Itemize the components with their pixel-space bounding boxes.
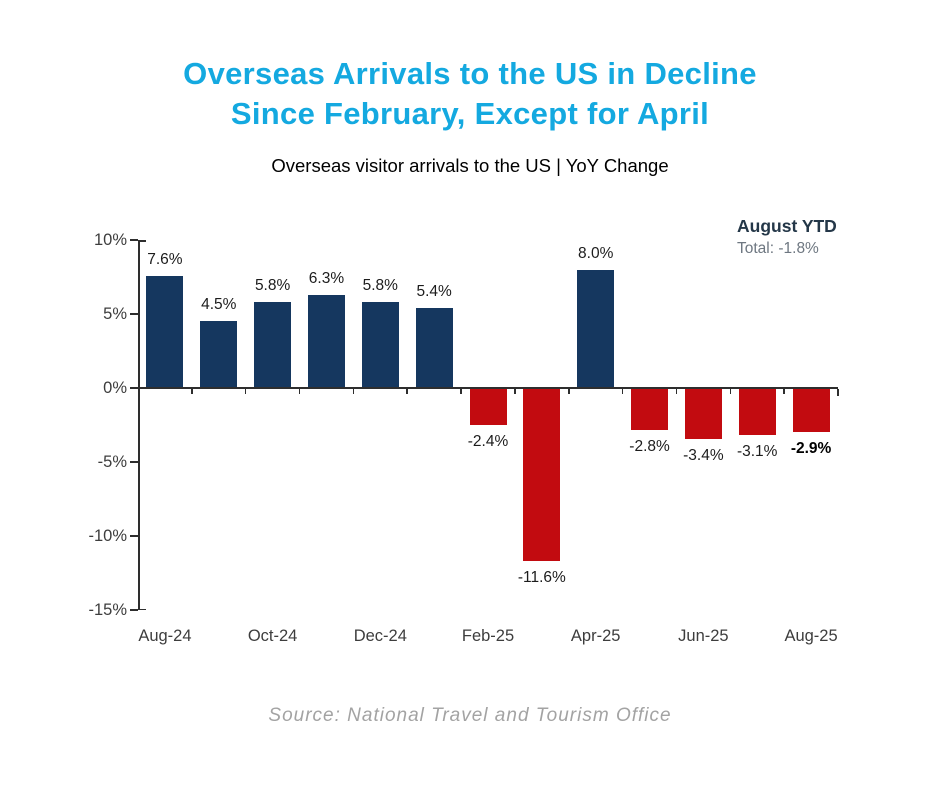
bar-value-label: -3.4% bbox=[683, 447, 724, 465]
x-axis-tick bbox=[514, 388, 516, 394]
y-axis-endcap-top bbox=[138, 240, 146, 242]
y-axis-line bbox=[138, 240, 140, 610]
x-axis-tick bbox=[352, 388, 355, 394]
y-axis-tick bbox=[130, 609, 138, 611]
x-axis-tick-label: Jun-25 bbox=[678, 627, 729, 645]
y-axis-tick-label: 0% bbox=[103, 379, 127, 397]
chart-subtitle: Overseas visitor arrivals to the US | Yo… bbox=[271, 155, 669, 176]
bar-value-label: 8.0% bbox=[578, 244, 614, 262]
bar-value-label: -2.9% bbox=[790, 439, 832, 457]
x-axis-tick bbox=[621, 388, 624, 394]
bar-positive bbox=[254, 302, 292, 388]
ytd-annotation-heading: August YTD bbox=[737, 216, 837, 236]
bar-value-label: 5.8% bbox=[254, 277, 291, 295]
bar-value-label: -2.8% bbox=[629, 438, 670, 456]
bar-positive bbox=[146, 275, 184, 388]
x-axis-tick bbox=[191, 388, 193, 394]
y-axis-tick bbox=[130, 239, 138, 241]
y-axis-tick-label: -5% bbox=[97, 453, 127, 471]
x-axis-tick-label: Apr-25 bbox=[570, 627, 621, 645]
x-axis-tick bbox=[568, 388, 570, 394]
bar-value-label: 5.8% bbox=[362, 277, 398, 295]
bar-negative bbox=[738, 389, 776, 435]
x-axis-tick-label: Aug-25 bbox=[784, 627, 838, 645]
y-axis-tick bbox=[130, 461, 138, 463]
y-axis-endcap-bottom bbox=[138, 608, 146, 610]
bar-negative bbox=[469, 389, 507, 425]
bar-negative bbox=[792, 389, 830, 432]
bar-value-label: 6.3% bbox=[308, 269, 345, 287]
x-axis-zero-line bbox=[138, 387, 838, 389]
bar-negative bbox=[523, 389, 561, 561]
ytd-annotation-total: Total: -1.8% bbox=[737, 240, 819, 257]
bar-negative bbox=[684, 389, 722, 440]
source-credit: Source: National Travel and Tourism Offi… bbox=[268, 705, 672, 726]
x-axis-tick-label: Dec-24 bbox=[353, 627, 407, 645]
x-axis-tick bbox=[244, 388, 247, 394]
x-axis-tick bbox=[406, 388, 408, 394]
bar-value-label: -11.6% bbox=[517, 568, 566, 586]
x-axis-tick bbox=[783, 388, 785, 394]
y-axis-tick-label: -15% bbox=[88, 601, 127, 619]
page-title-line2: Since February, Except for April bbox=[230, 96, 710, 131]
bar-value-label: -2.4% bbox=[467, 432, 509, 450]
x-axis-tick bbox=[837, 388, 839, 396]
bar-negative bbox=[631, 389, 669, 431]
x-axis-tick bbox=[675, 388, 678, 394]
x-axis-tick-label: Oct-24 bbox=[247, 627, 298, 645]
y-axis-tick-label: 5% bbox=[103, 305, 127, 323]
page-title: Overseas Arrivals to the US in Decline S… bbox=[0, 54, 940, 134]
x-axis-tick bbox=[460, 388, 462, 394]
bar-positive bbox=[415, 308, 453, 388]
bar-positive bbox=[577, 269, 615, 388]
x-axis-tick bbox=[729, 388, 732, 394]
bar-value-label: 5.4% bbox=[416, 283, 452, 301]
y-axis-tick-label: -10% bbox=[88, 527, 127, 545]
x-axis-tick bbox=[298, 388, 301, 394]
y-axis-tick bbox=[130, 313, 138, 315]
page-title-line1: Overseas Arrivals to the US in Decline bbox=[183, 56, 757, 91]
bar-positive bbox=[361, 302, 399, 388]
x-axis-tick-label: Aug-24 bbox=[138, 627, 192, 645]
y-axis-tick bbox=[130, 535, 138, 537]
bar-value-label: 4.5% bbox=[201, 296, 237, 314]
bar-value-label: 7.6% bbox=[147, 250, 183, 268]
y-axis-tick-label: 10% bbox=[93, 231, 127, 249]
bar-value-label: -3.1% bbox=[736, 442, 778, 460]
ytd-annotation: August YTD Total: -1.8% bbox=[737, 216, 917, 258]
y-axis-tick bbox=[130, 387, 138, 389]
x-axis-tick-label: Feb-25 bbox=[461, 627, 515, 645]
bar-positive bbox=[200, 321, 238, 388]
bar-positive bbox=[307, 294, 345, 388]
